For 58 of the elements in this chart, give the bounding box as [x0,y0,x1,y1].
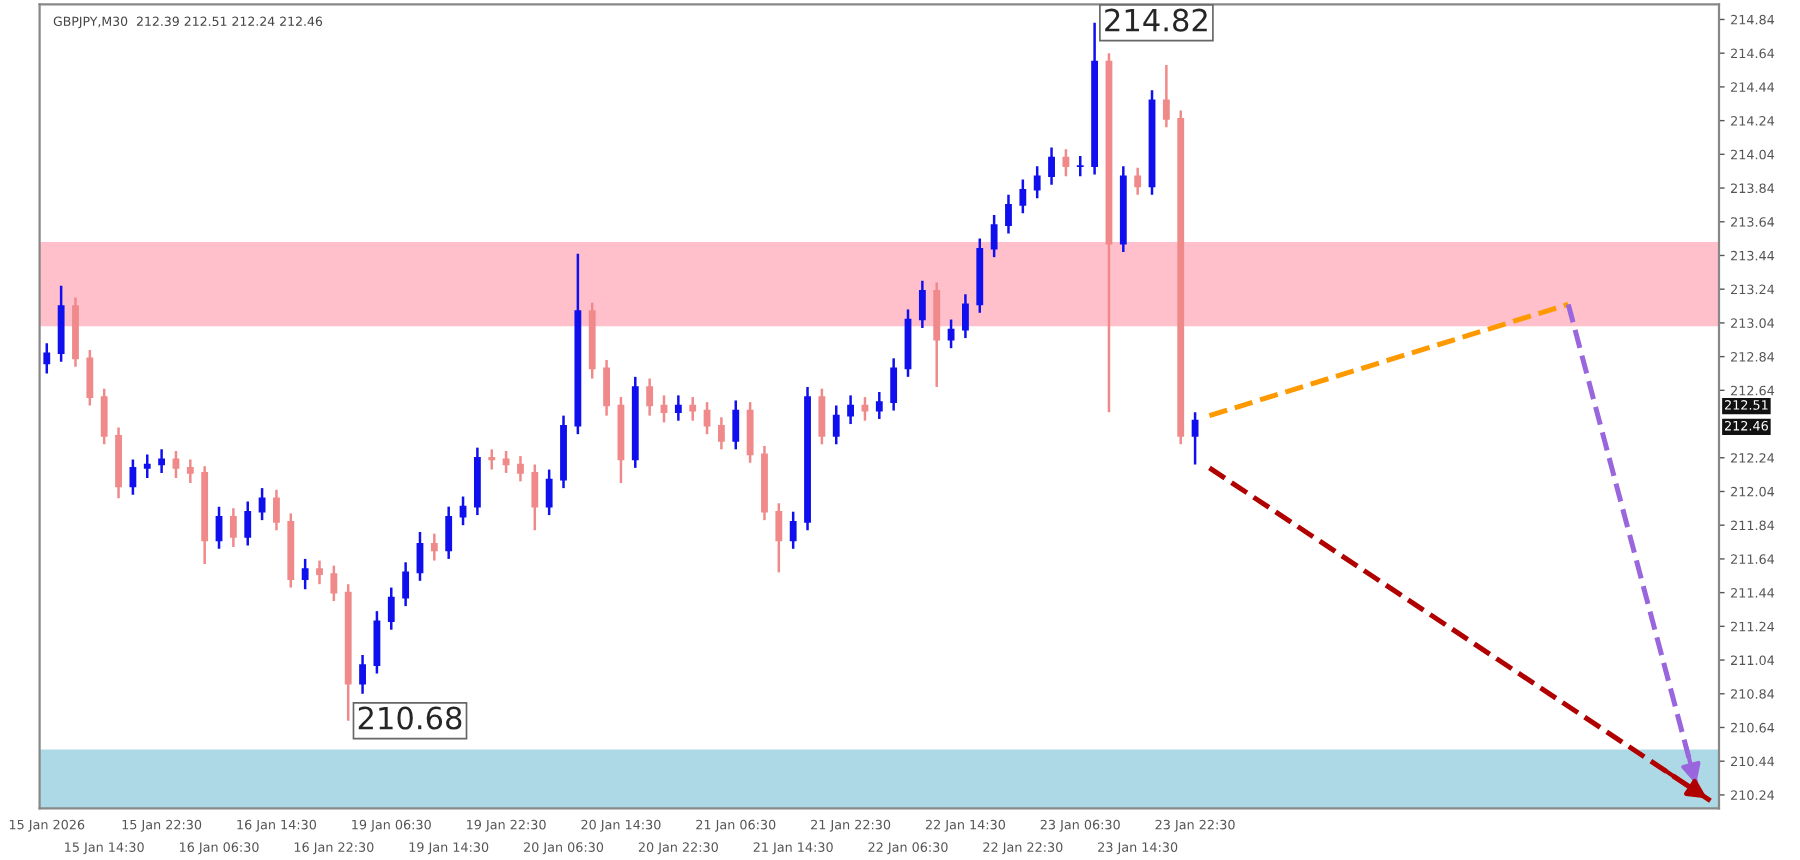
candlestick [1062,148,1070,178]
candlestick [1033,164,1041,200]
candlestick [832,404,840,446]
candlestick [918,279,926,330]
candlestick [244,500,252,547]
candlestick [732,399,740,451]
candlestick [990,213,998,259]
candlestick [100,387,108,446]
candlestick [488,448,496,471]
candlestick [143,453,151,480]
candlestick [316,559,323,586]
candlestick [258,486,266,522]
annotation: 214.82 [1105,8,1207,32]
candlestick [129,458,137,497]
candlestick [359,653,366,696]
candlestick [1191,411,1199,466]
candlestick [158,448,166,475]
candlestick [330,564,338,603]
candlestick [545,468,553,517]
candlestick [387,586,395,631]
candlestick [818,387,826,446]
candlestick [746,400,754,465]
candlestick [373,609,381,675]
candlestick [890,357,898,412]
candlestick [1134,166,1142,197]
candlestick [689,395,697,422]
candlestick [445,505,453,561]
candlestick [43,341,51,375]
candlestick [962,293,969,340]
candlestick [1048,146,1055,186]
candlestick [229,507,237,549]
candlestick [273,488,280,532]
candlestick [847,394,855,426]
candlestick [947,318,955,350]
candlestick [1005,193,1012,235]
candlestick [703,400,711,436]
candlestick [674,394,682,422]
candlestick [531,463,539,532]
candlestick [430,532,438,562]
candlestick [301,557,309,591]
candlestick [603,358,610,417]
candlestick [789,510,797,551]
annotation: 210.68 [358,706,462,730]
candlestick [1019,178,1027,215]
candlestick [875,390,883,421]
candlestick [502,449,510,475]
candlestick [57,284,65,363]
candlestick [1076,154,1084,178]
candlestick [517,454,524,483]
candlestick [717,416,725,451]
candlestick [775,502,783,574]
candlestick [186,458,194,485]
candlestick [1162,63,1170,129]
candlestick [86,348,94,407]
candlestick [646,377,654,417]
candlestick [172,449,180,480]
candlestick [402,561,410,608]
candlestick [459,495,467,527]
